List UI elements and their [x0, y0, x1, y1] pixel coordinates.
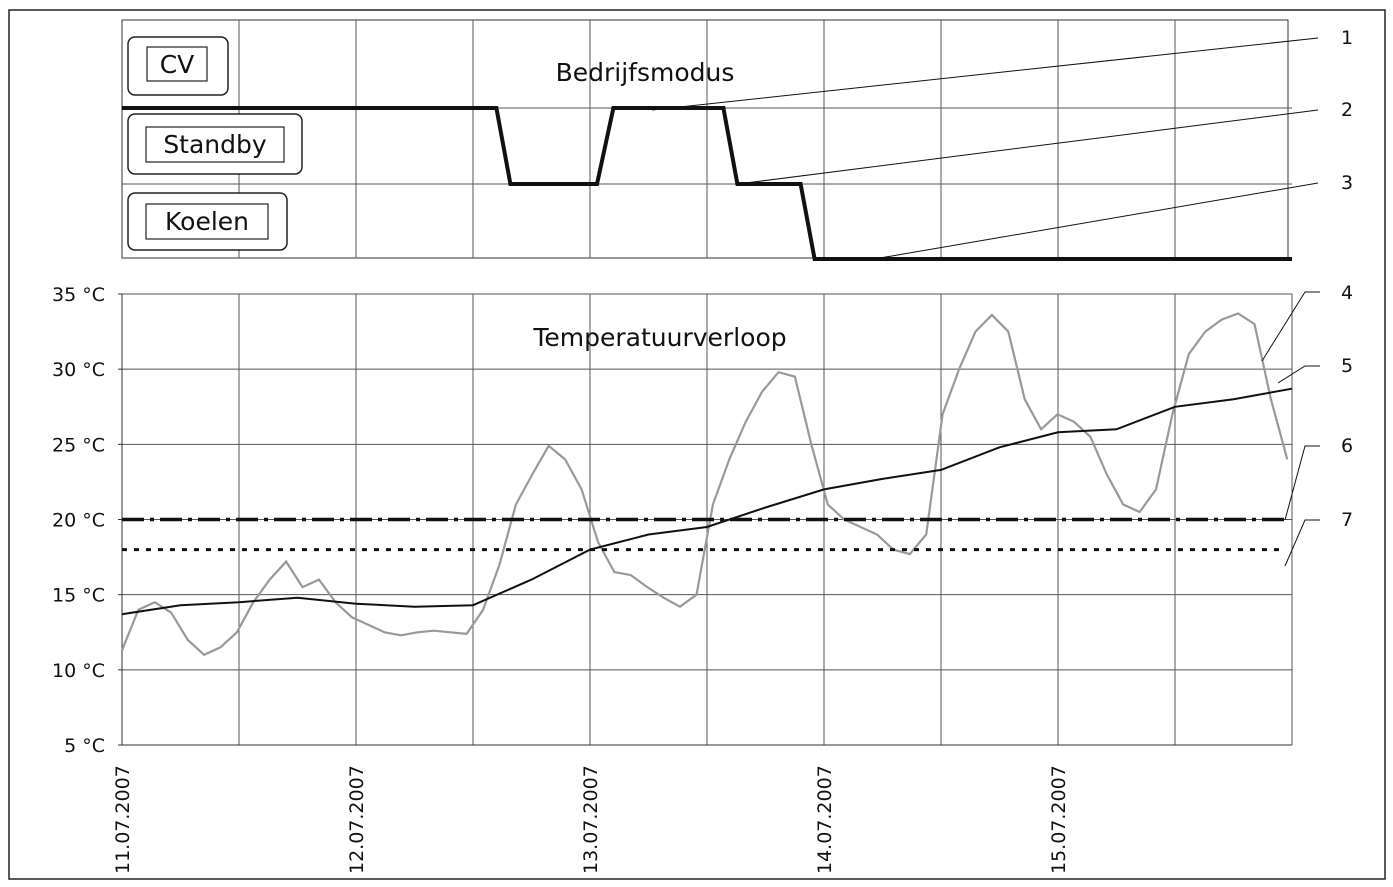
- callout-5-leader: [1277, 365, 1320, 384]
- mode-label-standby: Standby: [127, 113, 303, 175]
- callout-3-number: 3: [1341, 172, 1353, 194]
- y-tick-label: 25 °C: [52, 434, 105, 456]
- mode-label-cv: CV: [127, 36, 229, 96]
- mode-label-koelen-text: Koelen: [165, 207, 249, 236]
- callout-5-number: 5: [1341, 355, 1353, 377]
- x-tick-labels: 11.07.2007 12.07.2007 13.07.2007 14.07.2007…: [112, 765, 1070, 874]
- y-tick-labels: 5 °C 10 °C 15 °C 20 °C 25 °C 30 °C 35 °C: [52, 284, 122, 757]
- mode-label-koelen: Koelen: [127, 192, 288, 251]
- callout-6-number: 6: [1341, 435, 1353, 457]
- callouts: 1 2 3 4 5 6 7: [651, 27, 1353, 567]
- y-tick-label: 10 °C: [52, 660, 105, 682]
- callout-4-leader: [1261, 291, 1320, 362]
- mode-label-cv-box: [146, 46, 208, 82]
- x-tick-label: 15.07.2007: [1048, 765, 1070, 874]
- mode-label-koelen-box: [145, 203, 269, 240]
- callout-7-leader: [1284, 519, 1320, 567]
- average-temperature-line: [121, 387, 1293, 616]
- callout-1-number: 1: [1341, 27, 1353, 49]
- callout-4-number: 4: [1341, 282, 1353, 304]
- y-tick-label: 5 °C: [64, 735, 105, 757]
- callout-1-leader: [651, 37, 1319, 111]
- mode-label-standby-text: Standby: [163, 130, 267, 159]
- temperature-panel: 5 °C 10 °C 15 °C 20 °C 25 °C 30 °C 35 °C 11.07…: [52, 284, 1293, 874]
- y-tick-label: 15 °C: [52, 585, 105, 607]
- mode-panel: Bedrijfsmodus CV Standby Koelen: [121, 19, 1292, 261]
- mode-label-cv-text: CV: [160, 50, 195, 79]
- callout-2-number: 2: [1341, 99, 1353, 121]
- mode-panel-frame: [121, 19, 1289, 259]
- y-tick-label: 20 °C: [52, 510, 105, 532]
- mode-label-standby-frame: [127, 113, 303, 175]
- x-tick-label: 14.07.2007: [814, 765, 836, 874]
- callout-3-leader: [879, 182, 1319, 259]
- callout-2-leader: [737, 109, 1319, 185]
- temperature-chart-title: Temperatuurverloop: [532, 323, 786, 352]
- x-tick-label: 11.07.2007: [112, 765, 134, 874]
- mode-label-koelen-frame: [127, 192, 288, 251]
- mode-chart-title: Bedrijfsmodus: [556, 58, 735, 87]
- y-tick-label: 30 °C: [52, 359, 105, 381]
- x-tick-label: 12.07.2007: [346, 765, 368, 874]
- callout-7-number: 7: [1341, 509, 1353, 531]
- x-tick-label: 13.07.2007: [580, 765, 602, 874]
- callout-6-leader: [1284, 445, 1320, 521]
- temperature-grid: [122, 293, 1293, 745]
- y-tick-label: 35 °C: [52, 284, 105, 306]
- mode-label-standby-box: [145, 126, 285, 163]
- outdoor-temperature-line: [120, 312, 1289, 657]
